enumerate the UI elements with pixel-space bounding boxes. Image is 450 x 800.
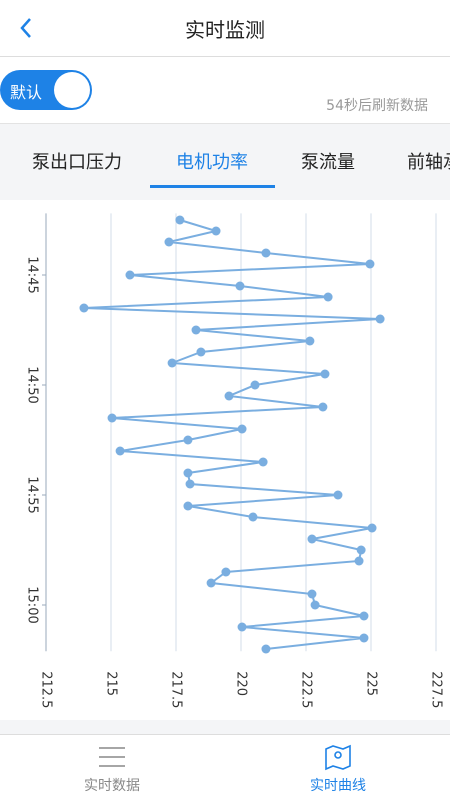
point xyxy=(79,303,89,313)
point xyxy=(356,545,366,555)
value-tick-label: 217.5 xyxy=(169,671,184,708)
point xyxy=(258,457,268,467)
time-tick-label: 15:00 xyxy=(25,586,40,623)
point xyxy=(183,501,193,511)
point xyxy=(237,622,247,632)
point xyxy=(305,336,315,346)
time-tick-label: 14:50 xyxy=(25,366,40,403)
refresh-note: 54秒后刷新数据 xyxy=(326,98,428,114)
point xyxy=(224,391,234,401)
tab-indicator xyxy=(150,185,275,188)
point xyxy=(164,237,174,247)
point xyxy=(175,215,185,225)
point xyxy=(333,490,343,500)
header: 实时监测 xyxy=(0,0,450,57)
point xyxy=(196,347,206,357)
point xyxy=(167,358,177,368)
point xyxy=(307,534,317,544)
point xyxy=(183,468,193,478)
divider xyxy=(0,720,450,735)
point xyxy=(185,479,195,489)
tab-active[interactable]: 电机功率 xyxy=(176,152,248,173)
toggle-label: 默认 xyxy=(10,83,43,102)
nav-item[interactable]: 实时数据 xyxy=(84,778,140,794)
point xyxy=(367,523,377,533)
point xyxy=(365,259,375,269)
point xyxy=(206,578,216,588)
point xyxy=(183,435,193,445)
value-tick-label: 220 xyxy=(234,671,249,696)
point xyxy=(115,446,125,456)
point xyxy=(318,402,328,412)
value-tick-label: 222.5 xyxy=(299,671,314,708)
chart: 212.5 215 217.5 220 222.5 225 227.5 14:45 14:50 1… xyxy=(25,213,444,708)
point xyxy=(261,248,271,258)
point xyxy=(307,589,317,599)
point xyxy=(237,424,247,434)
toggle[interactable]: 默认 xyxy=(0,70,92,110)
point xyxy=(375,314,385,324)
map-icon xyxy=(325,744,351,771)
point xyxy=(221,567,231,577)
value-tick-label: 225 xyxy=(364,671,379,696)
option-row: 默认 54秒后刷新数据 xyxy=(0,57,450,124)
back-button[interactable] xyxy=(18,16,34,40)
time-tick-label: 14:55 xyxy=(25,476,40,513)
list-icon xyxy=(99,747,125,767)
point xyxy=(359,633,369,643)
title: 实时监测 xyxy=(185,18,265,42)
value-tick-label: 227.5 xyxy=(429,671,444,708)
tab[interactable]: 前轴承 xyxy=(407,152,450,173)
point xyxy=(320,369,330,379)
point xyxy=(310,600,320,610)
tab[interactable]: 泵出口压力 xyxy=(32,152,122,173)
point xyxy=(235,281,245,291)
point xyxy=(359,611,369,621)
point xyxy=(261,644,271,654)
point xyxy=(250,380,260,390)
point xyxy=(125,270,135,280)
point xyxy=(107,413,117,423)
tab-bar: 泵出口压力 电机功率 泵流量 前轴承 xyxy=(0,124,450,200)
point xyxy=(191,325,201,335)
series-line xyxy=(83,219,381,650)
nav-item-active[interactable]: 实时曲线 xyxy=(310,778,366,794)
value-tick-label: 212.5 xyxy=(39,671,54,708)
point xyxy=(211,226,221,236)
toggle-knob xyxy=(54,72,90,108)
time-tick-label: 14:45 xyxy=(25,256,40,293)
tab[interactable]: 泵流量 xyxy=(301,152,355,173)
point xyxy=(248,512,258,522)
point xyxy=(323,292,333,302)
value-tick-label: 215 xyxy=(104,671,119,696)
point xyxy=(354,556,364,566)
